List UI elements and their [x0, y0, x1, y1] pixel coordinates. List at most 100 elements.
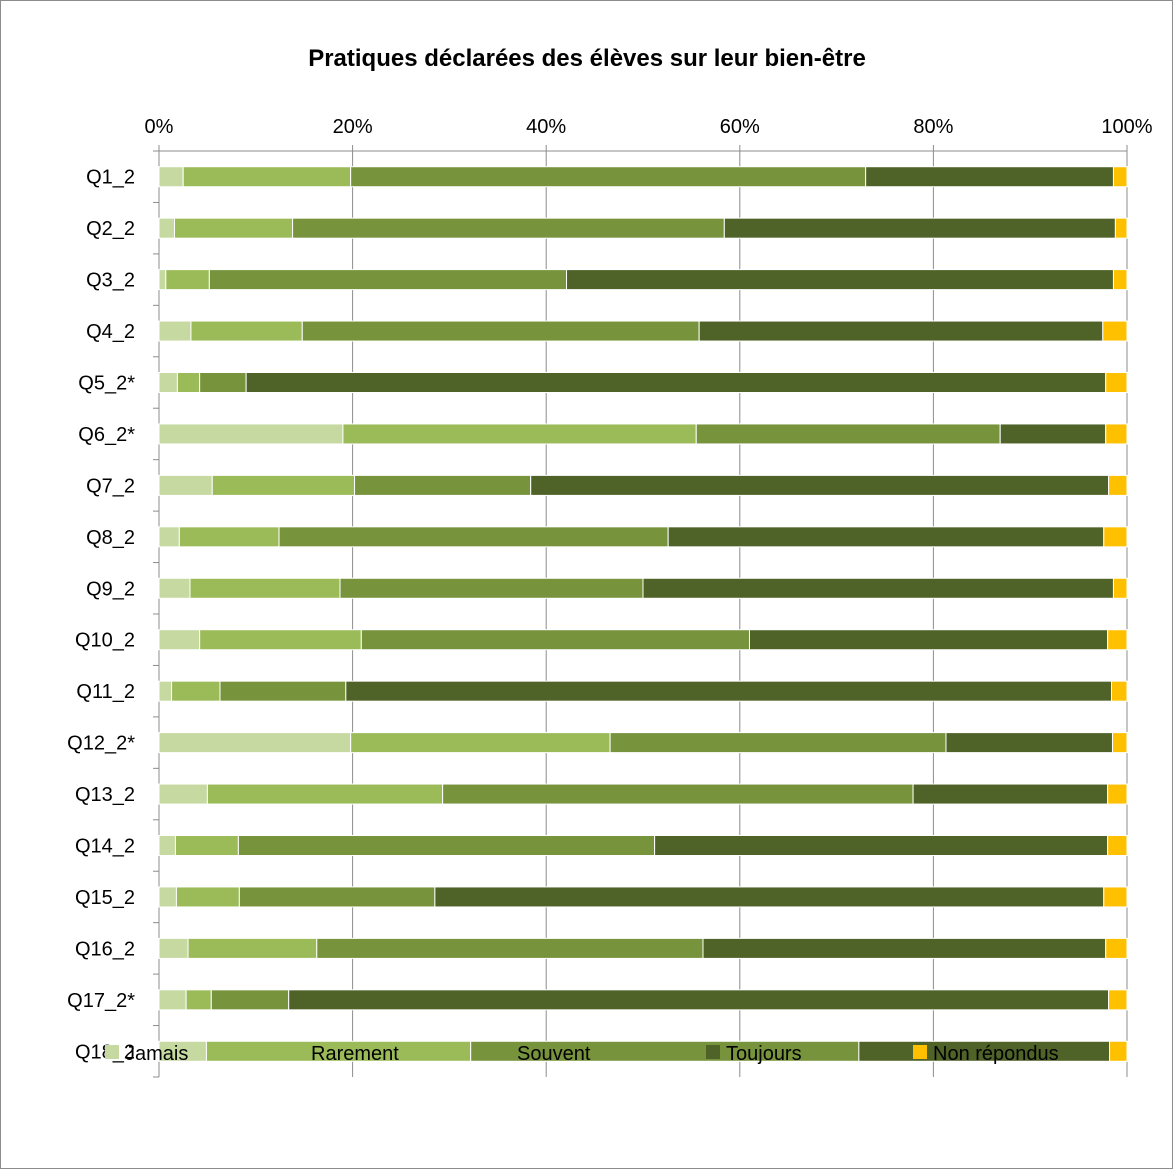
bar-segment: [1111, 680, 1128, 702]
category-label: Q6_2*: [78, 424, 135, 446]
bar-segment: [695, 423, 1001, 445]
legend-swatch: [913, 1045, 927, 1059]
axes: 0% 20% 40% 60% 80% 100% Q1_2 Q2_2 Q3_2 Q4_2 Q5_2* Q…: [67, 116, 1153, 1078]
chart-title: Pratiques déclarées des élèves sur leur …: [308, 45, 866, 72]
x-tick-label: 100%: [1101, 116, 1152, 138]
bar-segment: [748, 629, 1109, 651]
x-tick-label: 20%: [333, 116, 373, 138]
category-label: Q9_2: [86, 578, 135, 600]
bar-segment: [158, 526, 180, 548]
legend-swatch: [291, 1045, 305, 1059]
bar-segment: [237, 835, 656, 856]
bar-segment: [350, 732, 611, 754]
bar-segment: [158, 886, 177, 908]
bar-segment: [190, 320, 303, 342]
x-tick-label: 80%: [913, 116, 953, 138]
legend-label: Souvent: [517, 1043, 591, 1065]
x-tick-label: 0%: [145, 116, 174, 138]
bar-segment: [187, 937, 318, 959]
bar-segment: [1103, 526, 1128, 548]
bar-segment: [158, 269, 167, 291]
bar-segment: [1112, 269, 1128, 291]
bar-segment: [171, 680, 221, 702]
bar-segment: [301, 320, 700, 342]
bar-segment: [158, 166, 184, 188]
bar-segment: [245, 372, 1107, 393]
category-label: Q18_2: [75, 1041, 135, 1063]
category-label: Q12_2*: [67, 733, 135, 755]
category-label: Q10_2: [75, 630, 135, 652]
legend-label: Rarement: [311, 1043, 399, 1065]
category-label: Q4_2: [86, 321, 135, 343]
bar-segment: [945, 732, 1113, 754]
bar-segment: [199, 629, 362, 651]
bar-segment: [1105, 372, 1128, 393]
bar-segment: [199, 372, 247, 393]
category-label: Q7_2: [86, 475, 135, 497]
bar-segment: [1108, 474, 1128, 496]
bar-segment: [158, 474, 213, 496]
category-label: Q8_2: [86, 527, 135, 549]
legend-label: Toujours: [726, 1043, 802, 1065]
bar-segment: [178, 526, 280, 548]
bar-segment: [1107, 629, 1128, 651]
bar-segment: [339, 577, 644, 599]
bar-segment: [208, 269, 568, 291]
bar-segment: [158, 320, 192, 342]
x-tick-label: 60%: [720, 116, 760, 138]
bar-segment: [219, 680, 347, 702]
bar-segment: [175, 886, 240, 908]
bar-segment: [1105, 423, 1128, 445]
bar-segment: [158, 577, 191, 599]
bar-segment: [1112, 577, 1128, 599]
bar-segment: [238, 886, 436, 908]
bar-segment: [642, 577, 1114, 599]
bar-segment: [174, 835, 239, 856]
bar-segment: [176, 372, 201, 393]
bar-segment: [1103, 886, 1128, 908]
bar-segment: [158, 783, 208, 805]
x-tick-label: 40%: [526, 116, 566, 138]
bar-segment: [342, 423, 697, 445]
bar-segment: [1109, 1040, 1128, 1062]
category-label: Q1_2: [86, 167, 135, 189]
bar-segment: [206, 783, 444, 805]
category-label: Q16_2: [75, 938, 135, 960]
bar-segment: [158, 989, 187, 1011]
bar-segment: [1107, 835, 1128, 856]
bar-segment: [1102, 320, 1128, 342]
bar-segment: [345, 680, 1113, 702]
category-label: Q15_2: [75, 887, 135, 909]
bar-segment: [1107, 783, 1128, 805]
bar-segment: [211, 474, 356, 496]
bar-segment: [609, 732, 947, 754]
bar-segment: [1112, 166, 1128, 188]
bar-segment: [865, 166, 1114, 188]
category-label: Q14_2: [75, 836, 135, 858]
legend-swatch: [497, 1045, 511, 1059]
bar-segment: [442, 783, 914, 805]
bar-segment: [1108, 989, 1128, 1011]
bar-segment: [350, 166, 867, 188]
category-label: Q3_2: [86, 270, 135, 292]
bar-segment: [278, 526, 669, 548]
bar-segment: [360, 629, 750, 651]
legend-swatch: [105, 1045, 119, 1059]
bar-segment: [530, 474, 1110, 496]
bar-segment: [158, 732, 352, 754]
category-label: Q13_2: [75, 784, 135, 806]
legend-swatch: [706, 1045, 720, 1059]
category-label: Q2_2: [86, 218, 135, 240]
bar-segment: [667, 526, 1105, 548]
bar-segment: [288, 989, 1110, 1011]
bars: [158, 166, 1128, 1062]
legend-label: Non répondus: [933, 1043, 1059, 1065]
bar-segment: [654, 835, 1109, 856]
bar-segment: [158, 217, 175, 239]
category-label: Q11_2: [76, 681, 135, 703]
bar-segment: [189, 577, 341, 599]
bar-segment: [173, 217, 294, 239]
bar-segment: [1114, 217, 1128, 239]
bar-segment: [999, 423, 1107, 445]
